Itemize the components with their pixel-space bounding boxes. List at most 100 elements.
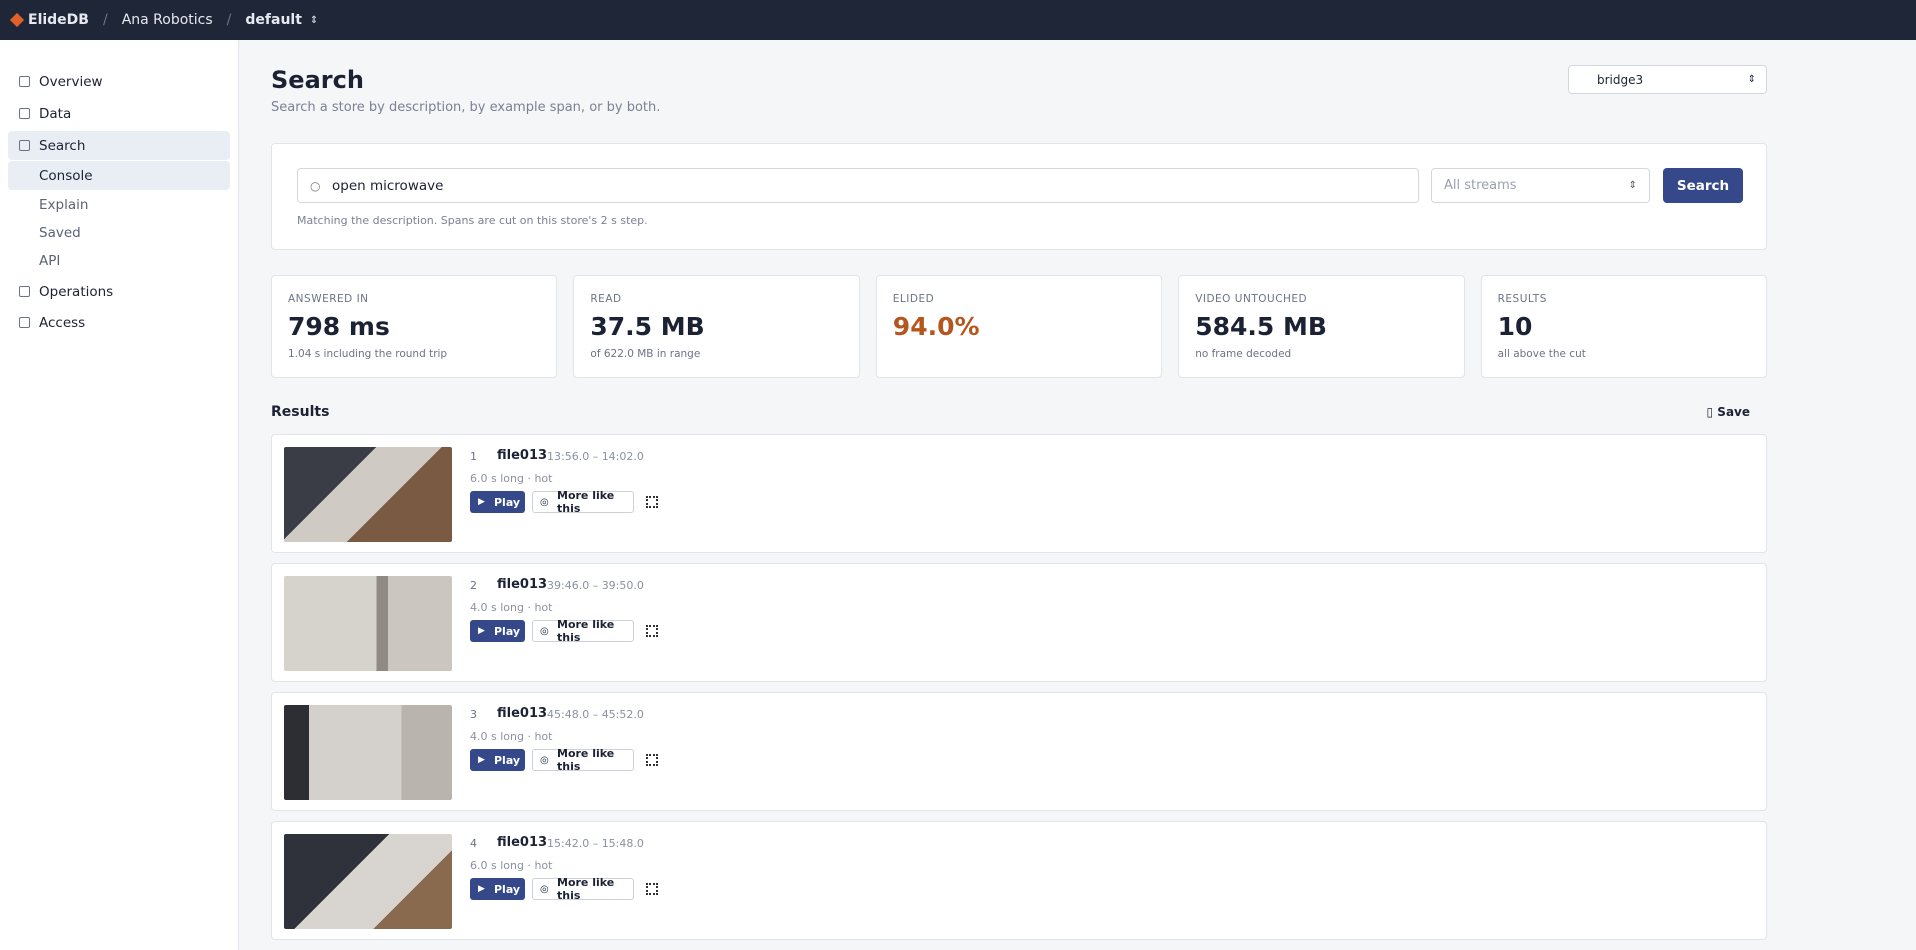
nav-item[interactable]: Console bbox=[8, 161, 230, 190]
more-label[interactable]: More like this bbox=[557, 489, 615, 515]
result-card[interactable]: 2 file013 39:46.0 – 39:50.0 4.0 s long · ho… bbox=[271, 563, 1767, 682]
stat-card: ELIDED 94.0% bbox=[875, 275, 1163, 378]
save-button[interactable]: ▯ Save bbox=[1706, 405, 1750, 419]
result-range: 15:42.0 – 15:48.0 bbox=[547, 837, 644, 850]
nav-item[interactable]: Access bbox=[8, 308, 230, 337]
stat-label: READ bbox=[590, 293, 622, 305]
nav-item[interactable]: Search bbox=[8, 131, 230, 160]
play-label[interactable]: Play bbox=[494, 624, 521, 638]
brand[interactable]: ElideDB bbox=[9, 12, 89, 28]
nav-item[interactable]: Operations bbox=[8, 277, 230, 306]
stat-label: RESULTS bbox=[1497, 293, 1547, 305]
stat-note: 1.04 s including the round trip bbox=[288, 348, 448, 360]
nav-item[interactable]: API bbox=[8, 246, 230, 275]
search-input[interactable]: ○ open microwave bbox=[297, 168, 1419, 203]
nav-label[interactable]: API bbox=[39, 252, 61, 269]
stat-card: VIDEO UNTOUCHED 584.5 MB no frame decoded bbox=[1178, 275, 1465, 378]
stat-note: of 622.0 MB in range bbox=[590, 348, 701, 360]
nav-item[interactable]: Data bbox=[8, 99, 230, 128]
expand-button[interactable] bbox=[646, 625, 658, 637]
play-button[interactable]: ▶ Play bbox=[470, 878, 525, 900]
more-label[interactable]: More like this bbox=[557, 876, 615, 902]
page-title: Search bbox=[271, 66, 364, 94]
stat-value: 37.5 MB bbox=[590, 312, 705, 341]
result-file: file013 bbox=[497, 706, 548, 721]
search-hint: Matching the description. Spans are cut … bbox=[297, 214, 648, 227]
more-button[interactable]: ◎ More like this bbox=[532, 876, 634, 902]
result-range: 13:56.0 – 14:02.0 bbox=[547, 450, 644, 463]
result-range: 45:48.0 – 45:52.0 bbox=[547, 708, 644, 721]
nav-label[interactable]: Search bbox=[39, 137, 86, 154]
store-select[interactable]: bridge3 ⇕ bbox=[1568, 65, 1767, 94]
result-file: file013 bbox=[497, 577, 548, 592]
more-button[interactable]: ◎ More like this bbox=[532, 747, 634, 773]
play-button[interactable]: ▶ Play bbox=[470, 491, 525, 513]
stat-value: 10 bbox=[1497, 312, 1533, 341]
result-meta: 4.0 s long · hot bbox=[470, 730, 553, 743]
nav-label[interactable]: Operations bbox=[39, 283, 114, 300]
stat-label: ANSWERED IN bbox=[288, 293, 369, 305]
result-meta: 6.0 s long · hot bbox=[470, 472, 553, 485]
result-card[interactable]: 4 file013 15:42.0 – 15:48.0 6.0 s long · ho… bbox=[271, 821, 1767, 940]
thumbnail[interactable] bbox=[284, 834, 452, 929]
nav-label[interactable]: Data bbox=[39, 105, 72, 122]
search-card: ○ open microwave All streams ⇕ Search Matc… bbox=[271, 143, 1767, 250]
stat-card: RESULTS 10 all above the cut bbox=[1480, 275, 1767, 378]
nav-item[interactable]: Explain bbox=[8, 190, 230, 219]
expand-button[interactable] bbox=[646, 754, 658, 766]
thumbnail[interactable] bbox=[284, 705, 452, 800]
more-button[interactable]: ◎ More like this bbox=[532, 618, 634, 644]
result-meta: 6.0 s long · hot bbox=[470, 859, 553, 872]
stat-note: all above the cut bbox=[1497, 348, 1586, 360]
project[interactable]: default bbox=[245, 12, 302, 28]
org[interactable]: Ana Robotics bbox=[121, 12, 213, 28]
nav-label[interactable]: Overview bbox=[39, 73, 103, 90]
nav-label[interactable]: Saved bbox=[39, 224, 81, 241]
nav-item[interactable]: Saved bbox=[8, 218, 230, 247]
stat-card: READ 37.5 MB of 622.0 MB in range bbox=[573, 275, 860, 378]
sidebar: Overview Data Search Console Explain Saved API… bbox=[0, 40, 239, 950]
nav-label[interactable]: Explain bbox=[39, 196, 89, 213]
store-name: bridge3 bbox=[1597, 72, 1644, 87]
nav-label[interactable]: Console bbox=[39, 167, 93, 184]
result-card[interactable]: 3 file013 45:48.0 – 45:52.0 4.0 s long · ho… bbox=[271, 692, 1767, 811]
nav-label[interactable]: Access bbox=[39, 314, 86, 331]
nav-item[interactable]: Overview bbox=[8, 67, 230, 96]
result-file: file013 bbox=[497, 448, 548, 463]
result-rank: 4 bbox=[470, 837, 477, 850]
top-bar: ElideDB / Ana Robotics / default ⇕ bbox=[0, 0, 1916, 40]
stat-value: 798 ms bbox=[288, 312, 390, 341]
query: open microwave bbox=[332, 177, 444, 194]
more-label[interactable]: More like this bbox=[557, 618, 615, 644]
result-rank: 1 bbox=[470, 450, 477, 463]
brand-name[interactable]: ElideDB bbox=[28, 12, 89, 28]
stat-label: ELIDED bbox=[892, 293, 935, 305]
play-label[interactable]: Play bbox=[494, 882, 521, 896]
streams-select[interactable]: All streams ⇕ bbox=[1431, 168, 1650, 203]
more-button[interactable]: ◎ More like this bbox=[532, 489, 634, 515]
thumbnail[interactable] bbox=[284, 447, 452, 542]
play-label[interactable]: Play bbox=[494, 753, 521, 767]
expand-button[interactable] bbox=[646, 496, 658, 508]
more-label[interactable]: More like this bbox=[557, 747, 615, 773]
result-card[interactable]: 1 file013 13:56.0 – 14:02.0 6.0 s long · ho… bbox=[271, 434, 1767, 553]
play-label[interactable]: Play bbox=[494, 495, 521, 509]
thumbnail[interactable] bbox=[284, 576, 452, 671]
streams: All streams bbox=[1444, 178, 1517, 193]
play-button[interactable]: ▶ Play bbox=[470, 620, 525, 642]
results-heading: Results bbox=[271, 404, 330, 420]
result-file: file013 bbox=[497, 835, 548, 850]
expand-button[interactable] bbox=[646, 883, 658, 895]
play-button[interactable]: ▶ Play bbox=[470, 749, 525, 771]
result-range: 39:46.0 – 39:50.0 bbox=[547, 579, 644, 592]
result-meta: 4.0 s long · hot bbox=[470, 601, 553, 614]
page-subtitle: Search a store by description, by exampl… bbox=[271, 100, 661, 115]
save-label: Save bbox=[1717, 405, 1750, 419]
stat-label: VIDEO UNTOUCHED bbox=[1195, 293, 1308, 305]
result-rank: 3 bbox=[470, 708, 477, 721]
result-rank: 2 bbox=[470, 579, 477, 592]
search-button[interactable]: Search bbox=[1663, 168, 1743, 203]
stat-card: ANSWERED IN 798 ms 1.04 s including the ro… bbox=[271, 275, 558, 378]
stat-value: 94.0% bbox=[892, 312, 980, 341]
